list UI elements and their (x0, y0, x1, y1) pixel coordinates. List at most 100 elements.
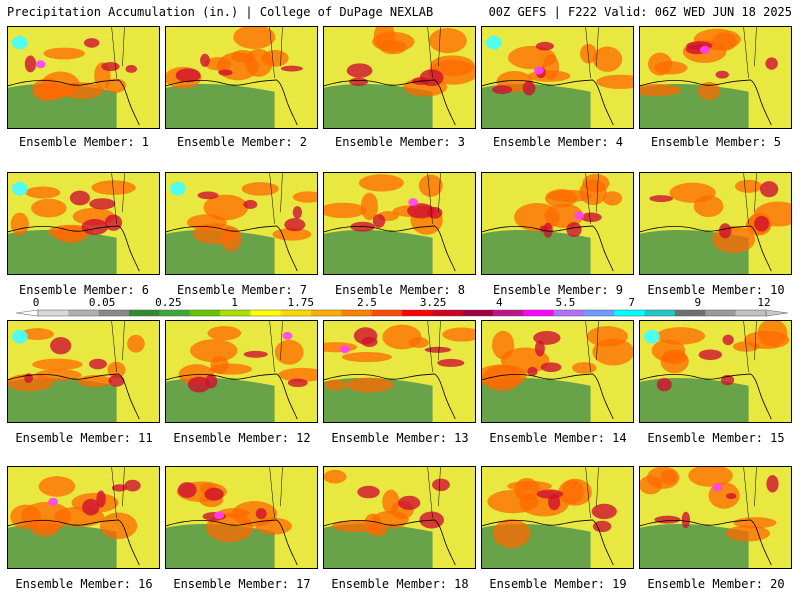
colorbar-segment (311, 310, 342, 316)
ensemble-panel (7, 172, 160, 275)
ensemble-panel (165, 26, 318, 129)
colorbar-segment (250, 310, 281, 316)
colorbar-segment (705, 310, 736, 316)
colorbar-tick-label: 0.25 (155, 296, 182, 309)
ensemble-panel (7, 466, 160, 569)
ensemble-panel (323, 26, 476, 129)
ensemble-panel (639, 466, 792, 569)
precip-map (482, 173, 633, 274)
ensemble-panel (481, 26, 634, 129)
colorbar-max-arrow (765, 309, 789, 317)
ensemble-member-label: Ensemble Member: 7 (176, 283, 308, 297)
precip-map (324, 173, 475, 274)
colorbar-tick-label: 4 (496, 296, 503, 309)
colorbar-segment (523, 310, 554, 316)
ensemble-member-label: Ensemble Member: 20 (647, 577, 785, 591)
colorbar-tick-label: 12 (757, 296, 770, 309)
precip-map (482, 321, 633, 422)
colorbar-tick-label: 9 (695, 296, 702, 309)
colorbar-segment (493, 310, 524, 316)
precip-map (640, 173, 791, 274)
colorbar-segment (675, 310, 706, 316)
colorbar-tick-label: 0 (33, 296, 40, 309)
ensemble-panel (165, 172, 318, 275)
ensemble-member-label: Ensemble Member: 16 (15, 577, 153, 591)
ensemble-member-label: Ensemble Member: 17 (173, 577, 311, 591)
ensemble-member-label: Ensemble Member: 10 (647, 283, 785, 297)
precip-map (324, 321, 475, 422)
colorbar-tick-label: 5.5 (556, 296, 576, 309)
colorbar-segment (432, 310, 463, 316)
ensemble-member-label: Ensemble Member: 15 (647, 431, 785, 445)
ensemble-member-label: Ensemble Member: 6 (18, 283, 150, 297)
colorbar-segment (735, 310, 767, 316)
precip-map (166, 321, 317, 422)
colorbar-tick-label: 2.5 (357, 296, 377, 309)
colorbar-segment (98, 310, 130, 316)
colorbar-segment (584, 310, 615, 316)
colorbar-segment (38, 310, 69, 316)
ensemble-member-label: Ensemble Member: 2 (176, 135, 308, 149)
colorbar-tick-label: 1.75 (287, 296, 314, 309)
colorbar-min-arrow (15, 309, 39, 317)
precip-map (166, 467, 317, 568)
precipitation-colorbar: 0 0.05 0.25 1 1.75 2.5 3.25 4 5.5 7 9 12 (15, 296, 789, 317)
ensemble-panel (481, 320, 634, 423)
precip-map (166, 27, 317, 128)
ensemble-member-label: Ensemble Member: 3 (334, 135, 466, 149)
precip-map (8, 467, 159, 568)
ensemble-panel (7, 320, 160, 423)
colorbar-tick-label: 1 (231, 296, 238, 309)
precip-map (324, 27, 475, 128)
colorbar-segment (644, 310, 676, 316)
precip-map (166, 173, 317, 274)
colorbar-segment (371, 310, 403, 316)
colorbar-segment (68, 310, 99, 316)
ensemble-panel (323, 320, 476, 423)
ensemble-panel (481, 466, 634, 569)
colorbar-segment (614, 310, 645, 316)
model-run-label: 00Z GEFS | F222 Valid: 06Z WED JUN 18 20… (488, 5, 792, 19)
ensemble-member-label: Ensemble Member: 11 (15, 431, 153, 445)
colorbar-segment (402, 310, 433, 316)
ensemble-panel (7, 26, 160, 129)
precip-map (324, 467, 475, 568)
precip-map (8, 27, 159, 128)
precip-map (482, 467, 633, 568)
ensemble-panel (323, 466, 476, 569)
precip-map (8, 173, 159, 274)
ensemble-panel (639, 26, 792, 129)
ensemble-member-label: Ensemble Member: 1 (18, 135, 150, 149)
precip-map (8, 321, 159, 422)
ensemble-member-label: Ensemble Member: 8 (334, 283, 466, 297)
colorbar-segment (553, 310, 585, 316)
ensemble-member-label: Ensemble Member: 12 (173, 431, 311, 445)
colorbar-segment (189, 310, 221, 316)
colorbar-tick-label: 3.25 (420, 296, 447, 309)
ensemble-member-label: Ensemble Member: 19 (489, 577, 627, 591)
ensemble-member-label: Ensemble Member: 4 (492, 135, 624, 149)
ensemble-member-label: Ensemble Member: 13 (331, 431, 469, 445)
precip-map (640, 467, 791, 568)
colorbar-segment (220, 310, 251, 316)
ensemble-member-label: Ensemble Member: 18 (331, 577, 469, 591)
colorbar-segment (280, 310, 312, 316)
ensemble-member-label: Ensemble Member: 9 (492, 283, 624, 297)
precip-map (640, 27, 791, 128)
precip-map (640, 321, 791, 422)
ensemble-panel (165, 466, 318, 569)
ensemble-panel (165, 320, 318, 423)
colorbar-segment (129, 310, 160, 316)
ensemble-panel (481, 172, 634, 275)
ensemble-member-label: Ensemble Member: 5 (650, 135, 782, 149)
colorbar-segment (341, 310, 372, 316)
map-title: Precipitation Accumulation (in.) | Colle… (7, 5, 434, 19)
precip-map (482, 27, 633, 128)
colorbar-tick-label: 0.05 (89, 296, 116, 309)
colorbar-segment (159, 310, 190, 316)
ensemble-member-label: Ensemble Member: 14 (489, 431, 627, 445)
colorbar-tick-label: 7 (628, 296, 635, 309)
ensemble-panel (323, 172, 476, 275)
ensemble-panel (639, 320, 792, 423)
ensemble-panel (639, 172, 792, 275)
